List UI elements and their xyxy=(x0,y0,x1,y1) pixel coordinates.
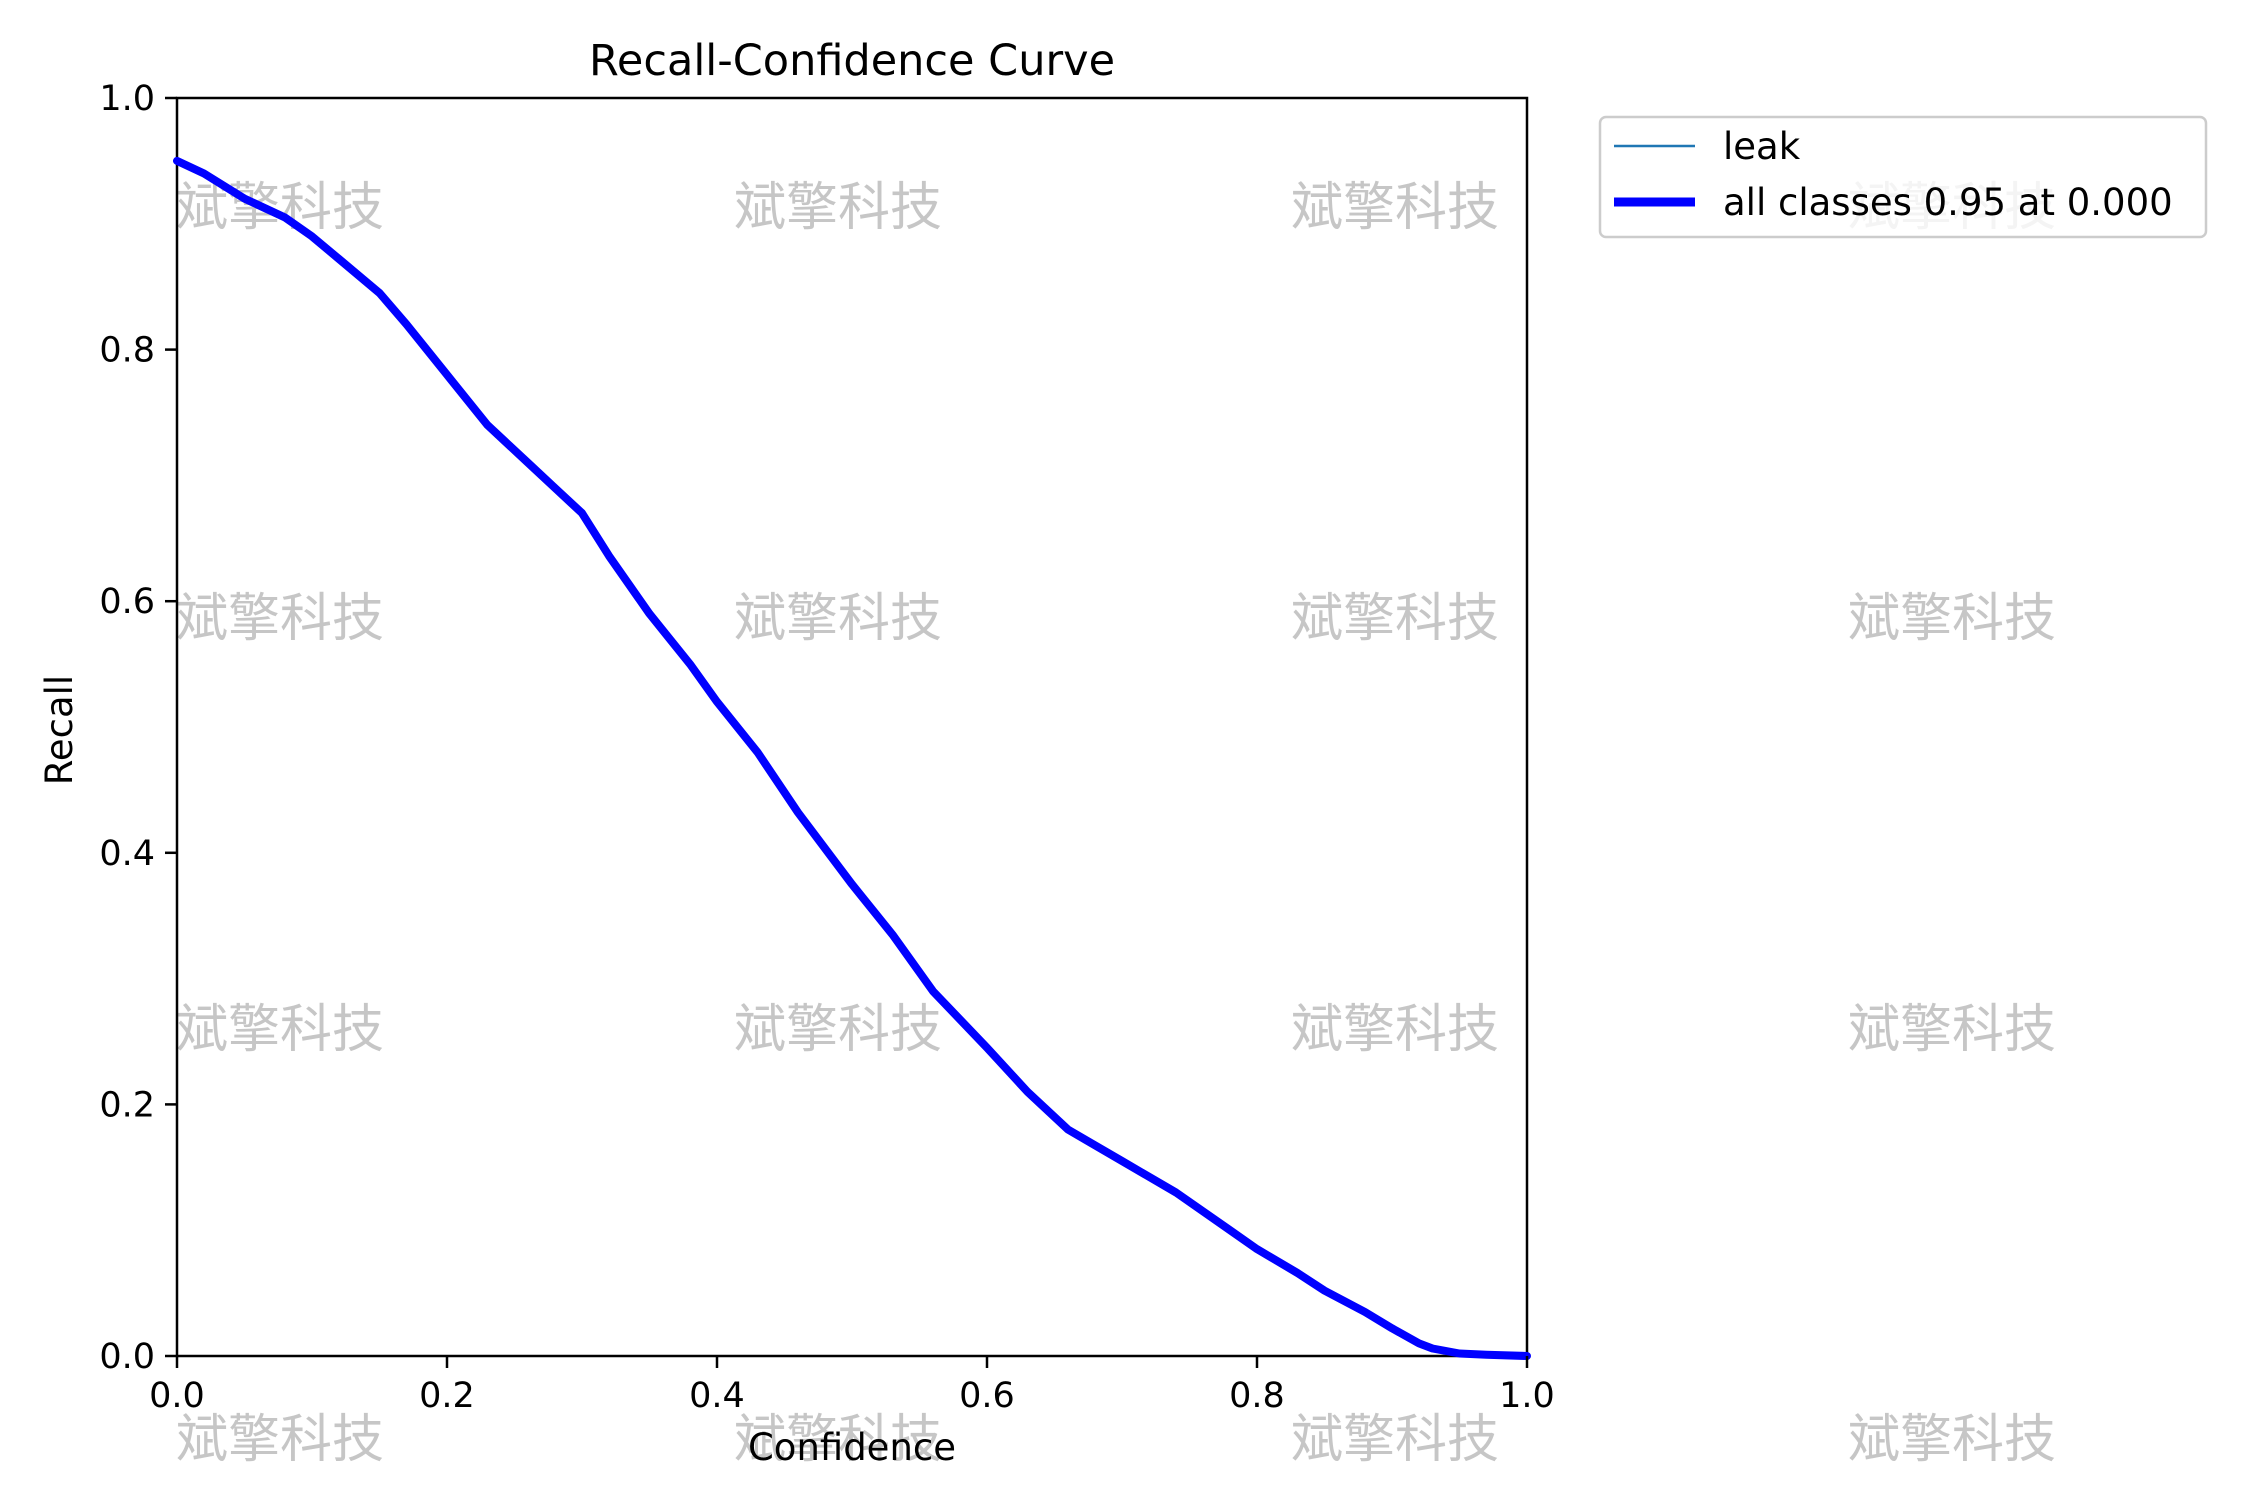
y-tick-label: 0.2 xyxy=(99,1085,155,1125)
watermark-2: 斌擎科技 xyxy=(1291,178,1499,238)
chart-title: Recall-Confidence Curve xyxy=(589,36,1115,86)
watermark-9: 斌擎科技 xyxy=(734,1000,942,1060)
watermark-4: 斌擎科技 xyxy=(176,589,384,649)
x-tick-label: 0.8 xyxy=(1229,1376,1285,1416)
watermark-0: 斌擎科技 xyxy=(176,178,384,238)
watermark-10: 斌擎科技 xyxy=(1291,1000,1499,1060)
plot-area-frame xyxy=(175,96,1529,1358)
y-axis-label: Recall xyxy=(38,675,81,785)
legend-label-all-classes: all classes 0.95 at 0.000 xyxy=(1723,181,2173,224)
watermark-14: 斌擎科技 xyxy=(1291,1410,1499,1470)
x-tick-label: 0.2 xyxy=(419,1376,475,1416)
watermark-13: 斌擎科技 xyxy=(734,1410,942,1470)
watermark-1: 斌擎科技 xyxy=(734,178,942,238)
watermark-5: 斌擎科技 xyxy=(734,589,942,649)
series-line-leak xyxy=(175,159,1529,1358)
y-tick-label: 0.0 xyxy=(99,1337,155,1377)
x-tick-label: 1.0 xyxy=(1499,1376,1555,1416)
legend-box xyxy=(1598,115,2208,239)
y-tick-label: 0.6 xyxy=(99,582,155,622)
x-tick-label: 0.4 xyxy=(689,1376,745,1416)
x-axis-label: Confidence xyxy=(748,1426,956,1469)
x-axis-ticks: 0.0 0.2 0.4 0.6 0.8 1.0 xyxy=(149,1356,1555,1416)
series-layer xyxy=(173,156,1531,1360)
y-axis-ticks: 0.0 0.2 0.4 0.6 0.8 1.0 xyxy=(99,79,177,1377)
series-line-all-classes xyxy=(173,156,1531,1360)
legend: leak all classes 0.95 at 0.000 xyxy=(1598,115,2208,239)
watermark-6: 斌擎科技 xyxy=(1291,589,1499,649)
watermark-8: 斌擎科技 xyxy=(176,1000,384,1060)
legend-label-leak: leak xyxy=(1723,125,1801,168)
y-tick-label: 0.4 xyxy=(99,834,155,874)
watermark-7: 斌擎科技 xyxy=(1848,589,2056,649)
watermark-15: 斌擎科技 xyxy=(1848,1410,2056,1470)
x-tick-label: 0.6 xyxy=(959,1376,1015,1416)
y-tick-label: 1.0 xyxy=(99,79,155,119)
watermark-12: 斌擎科技 xyxy=(176,1410,384,1470)
y-tick-label: 0.8 xyxy=(99,331,155,371)
watermark-11: 斌擎科技 xyxy=(1848,1000,2056,1060)
x-tick-label: 0.0 xyxy=(149,1376,205,1416)
